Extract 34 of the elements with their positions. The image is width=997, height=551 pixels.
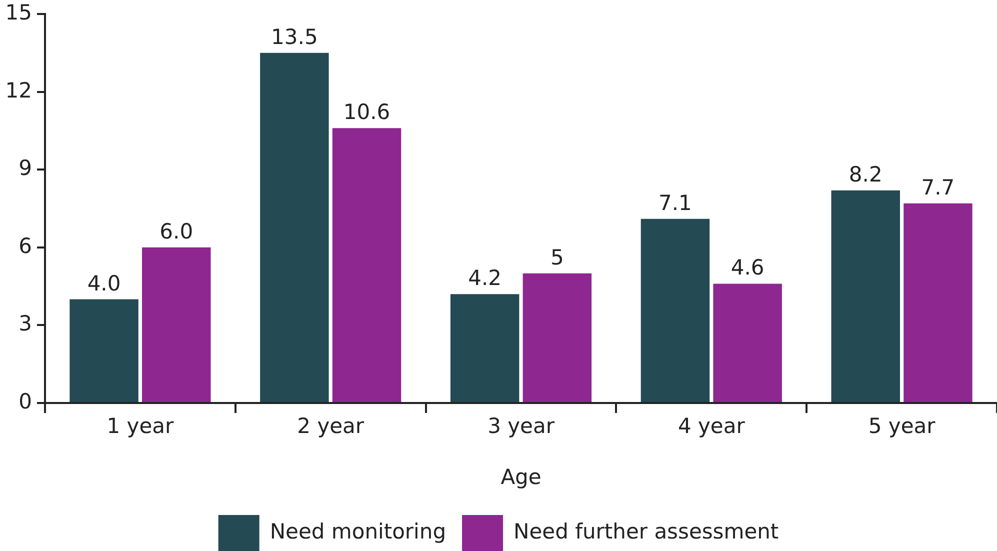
y-tick-label: 15 — [5, 0, 32, 24]
data-label: 4.0 — [87, 271, 121, 296]
bar — [142, 247, 211, 402]
bar — [70, 299, 138, 402]
data-label: 10.6 — [343, 100, 390, 124]
bar — [713, 284, 782, 402]
data-label: 7.1 — [658, 190, 692, 215]
bar — [522, 273, 592, 402]
x-tick-label: 1 year — [106, 414, 174, 438]
bar — [640, 218, 710, 402]
x-tick-label: 5 year — [868, 414, 936, 438]
data-label: 4.2 — [468, 266, 502, 290]
data-label: 13.5 — [271, 24, 318, 49]
bar — [904, 203, 972, 402]
legend-label: Need further assessment — [514, 519, 779, 544]
y-tick-label: 12 — [5, 78, 32, 102]
x-tick-label: 2 year — [297, 414, 364, 438]
y-tick-label: 9 — [18, 156, 32, 180]
data-label: 4.6 — [730, 256, 764, 280]
data-label: 6.0 — [160, 219, 194, 244]
y-tick-label: 3 — [18, 312, 32, 336]
data-label: 5 — [550, 245, 564, 270]
legend-label: Need monitoring — [270, 519, 446, 544]
data-label: 7.7 — [921, 175, 955, 200]
data-label: 8.2 — [848, 162, 882, 186]
bar — [332, 128, 402, 402]
bar — [450, 294, 520, 402]
x-tick-label: 3 year — [488, 414, 555, 438]
bar — [260, 52, 329, 402]
bar — [831, 190, 900, 402]
y-tick-label: 6 — [18, 234, 32, 258]
y-tick-label: 0 — [18, 389, 32, 414]
x-tick-label: 4 year — [678, 414, 746, 438]
x-axis-title: Age — [500, 464, 542, 489]
